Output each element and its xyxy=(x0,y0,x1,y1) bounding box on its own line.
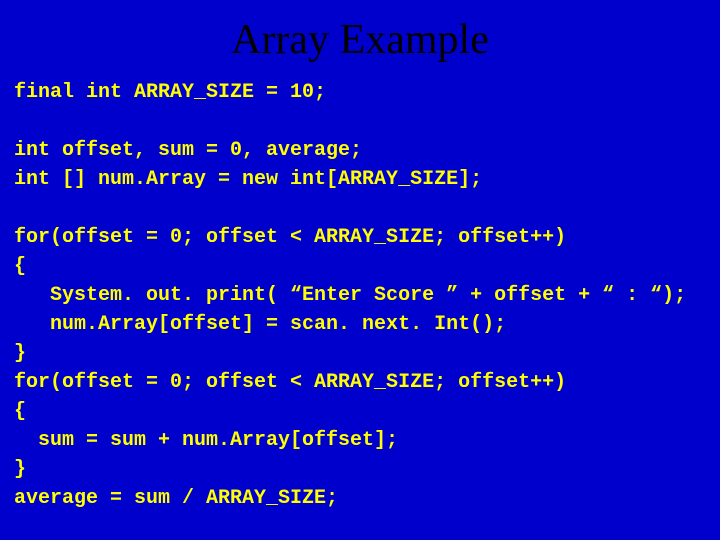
code-line: num.Array[offset] = scan. next. Int(); xyxy=(14,313,506,336)
code-line: } xyxy=(14,458,26,481)
code-line: { xyxy=(14,255,26,278)
code-line: sum = sum + num.Array[offset]; xyxy=(14,429,398,452)
code-line: System. out. print( “Enter Score ” + off… xyxy=(14,284,686,307)
code-line: average = sum / ARRAY_SIZE; xyxy=(14,487,338,510)
code-block: final int ARRAY_SIZE = 10; int offset, s… xyxy=(14,78,706,513)
code-line: } xyxy=(14,342,26,365)
code-line: for(offset = 0; offset < ARRAY_SIZE; off… xyxy=(14,226,566,249)
code-line: int offset, sum = 0, average; xyxy=(14,139,362,162)
code-line: for(offset = 0; offset < ARRAY_SIZE; off… xyxy=(14,371,566,394)
code-line: final int ARRAY_SIZE = 10; xyxy=(14,81,326,104)
slide-title: Array Example xyxy=(14,16,706,64)
code-line: { xyxy=(14,400,26,423)
code-line: int [] num.Array = new int[ARRAY_SIZE]; xyxy=(14,168,482,191)
slide-container: Array Example final int ARRAY_SIZE = 10;… xyxy=(0,0,720,540)
